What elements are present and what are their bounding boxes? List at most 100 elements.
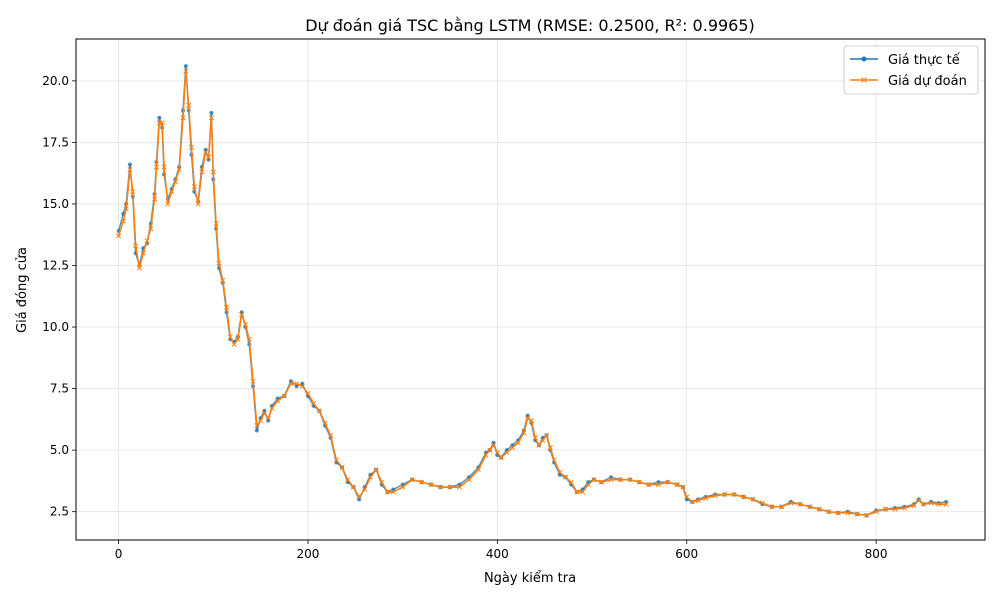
data-point — [655, 482, 661, 488]
data-point — [130, 189, 136, 195]
data-point — [183, 68, 189, 74]
data-point — [220, 277, 226, 283]
y-tick-label: 5.0 — [50, 443, 69, 457]
data-point — [231, 341, 237, 347]
data-point — [281, 393, 287, 399]
data-point — [536, 442, 542, 448]
data-point — [345, 477, 351, 483]
data-point — [242, 322, 249, 328]
data-point — [328, 432, 334, 438]
data-point — [515, 440, 521, 446]
data-point — [339, 464, 345, 470]
data-point — [165, 201, 171, 207]
data-point — [333, 457, 339, 463]
plot-frame — [75, 38, 986, 541]
data-point — [294, 381, 300, 387]
data-point — [562, 474, 569, 480]
x-tick-label: 800 — [865, 547, 888, 561]
data-point — [157, 115, 162, 120]
data-point — [845, 510, 851, 516]
data-point — [384, 489, 391, 495]
data-point — [172, 179, 178, 185]
data-point — [254, 428, 259, 433]
data-point — [892, 506, 898, 512]
data-point — [916, 498, 922, 504]
data-point — [227, 334, 233, 340]
data-point — [551, 457, 557, 463]
data-point — [491, 442, 497, 448]
y-tick-label: 7.5 — [50, 382, 69, 396]
data-point — [120, 218, 126, 224]
data-point — [261, 410, 267, 416]
data-point — [617, 477, 624, 483]
data-point — [483, 452, 489, 458]
data-point — [159, 120, 165, 126]
data-point — [127, 166, 133, 173]
series-layer — [116, 64, 949, 518]
data-point — [873, 509, 879, 515]
y-axis-label: Giá đóng cửa — [15, 247, 30, 333]
data-point — [826, 509, 832, 515]
data-point — [152, 196, 158, 202]
data-point — [213, 221, 219, 227]
data-point — [265, 415, 271, 421]
legend-marker-actual — [861, 56, 867, 62]
data-point — [695, 498, 701, 504]
data-point — [797, 501, 803, 507]
data-point — [928, 500, 934, 506]
data-point — [591, 477, 597, 483]
data-point — [127, 162, 132, 167]
data-point — [373, 467, 379, 473]
axis-ticks: 0 200 400 600 800 2.5 5.0 7.5 10.0 12.5 15.0 17.5 20… — [42, 74, 887, 561]
data-point — [532, 435, 538, 441]
data-point — [161, 164, 167, 170]
data-point — [250, 378, 256, 384]
legend-marker-predicted — [861, 77, 867, 83]
y-tick-label: 17.5 — [42, 135, 69, 149]
data-point — [191, 184, 197, 190]
data-point — [400, 484, 406, 490]
data-point — [169, 189, 175, 195]
series-predicted — [116, 68, 949, 518]
data-point — [356, 494, 362, 500]
legend-label-actual: Giá thực tế — [888, 53, 960, 68]
data-point — [316, 408, 322, 414]
data-point — [854, 511, 860, 517]
data-point — [390, 489, 396, 495]
data-point — [835, 510, 841, 516]
data-point — [807, 504, 813, 510]
data-point — [883, 506, 889, 512]
y-tick-label: 2.5 — [50, 505, 69, 519]
data-point — [209, 110, 214, 115]
data-point — [235, 336, 241, 342]
data-point — [258, 418, 264, 424]
data-point — [544, 432, 550, 438]
legend: Giá thực tế Giá dự đoán — [843, 45, 979, 95]
chart-title: Dự đoán giá TSC bằng LSTM (RMSE: 0.2500,… — [305, 16, 755, 35]
data-point — [456, 484, 463, 490]
data-point — [208, 115, 214, 121]
data-point — [475, 467, 481, 473]
data-point — [275, 398, 281, 404]
data-point — [864, 512, 870, 518]
data-point — [195, 201, 201, 207]
data-point — [136, 265, 142, 271]
y-tick-label: 15.0 — [42, 197, 69, 211]
data-point — [665, 479, 671, 485]
x-tick-label: 200 — [297, 547, 320, 561]
data-point — [911, 502, 917, 509]
data-point — [674, 482, 680, 488]
data-point — [712, 493, 718, 499]
legend-box — [843, 45, 979, 95]
data-point — [943, 501, 949, 507]
data-point — [379, 479, 385, 485]
data-point — [528, 418, 535, 424]
data-point — [437, 484, 444, 490]
data-point — [525, 415, 531, 421]
data-point — [305, 390, 311, 397]
data-point — [504, 450, 510, 456]
x-tick-label: 600 — [675, 547, 698, 561]
data-point — [769, 504, 775, 510]
